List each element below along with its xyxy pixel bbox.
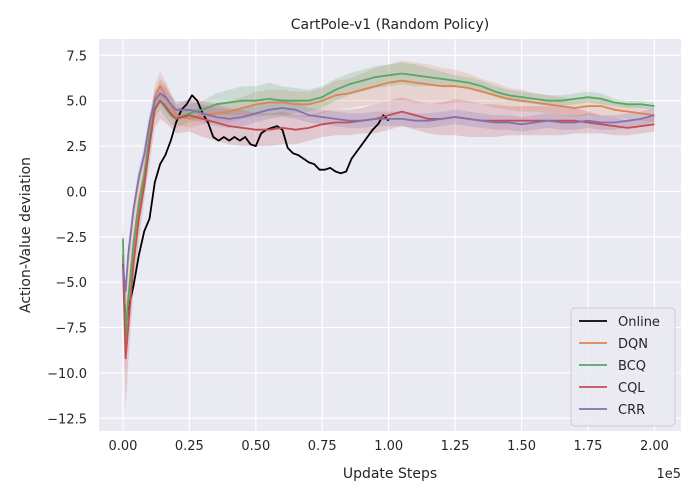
y-tick-label: −5.0 (55, 276, 87, 291)
legend: Online DQN BCQ CQL CRR (570, 307, 676, 427)
y-tick-label: −7.5 (55, 322, 87, 337)
x-tick-label: 0.00 (108, 439, 137, 454)
x-tick-label: 2.00 (640, 439, 669, 454)
y-tick-label: 5.0 (66, 95, 87, 110)
y-tick-label: 7.5 (66, 49, 87, 64)
x-tick-label: 1.50 (507, 439, 536, 454)
x-tick-label: 0.25 (175, 439, 204, 454)
x-axis-offset-label: 1e5 (656, 467, 681, 482)
chart-title: CartPole-v1 (Random Policy) (291, 17, 490, 33)
y-axis-label: Action-Value deviation (18, 157, 34, 313)
band-cql (122, 78, 655, 410)
y-tick-label: −10.0 (47, 367, 87, 382)
y-tick-label: −12.5 (47, 412, 87, 427)
legend-label: BCQ (618, 359, 646, 374)
x-tick-label: 0.75 (308, 439, 337, 454)
band-crr (122, 84, 655, 305)
line-crr (122, 92, 655, 293)
series-lines (122, 72, 655, 360)
y-tick-label: −2.5 (55, 231, 87, 246)
x-tick-label: 1.75 (574, 439, 603, 454)
line-online (122, 94, 390, 329)
legend-label: CQL (618, 381, 645, 396)
x-axis-label: Update Steps (343, 466, 437, 482)
legend-label: Online (618, 315, 660, 330)
y-tick-label: 2.5 (66, 140, 87, 155)
x-tick-label: 0.50 (241, 439, 270, 454)
line-dqn (122, 79, 655, 338)
y-tick-label: 0.0 (66, 185, 87, 200)
legend-label: DQN (618, 337, 648, 352)
tick-labels: 0.00 0.25 0.50 0.75 1.00 1.25 1.50 1.75 2.00 7.5 5… (47, 49, 669, 454)
legend-box (570, 307, 676, 427)
x-tick-label: 1.00 (374, 439, 403, 454)
legend-label: CRR (618, 403, 645, 418)
x-tick-label: 1.25 (441, 439, 470, 454)
confidence-bands (122, 60, 655, 410)
